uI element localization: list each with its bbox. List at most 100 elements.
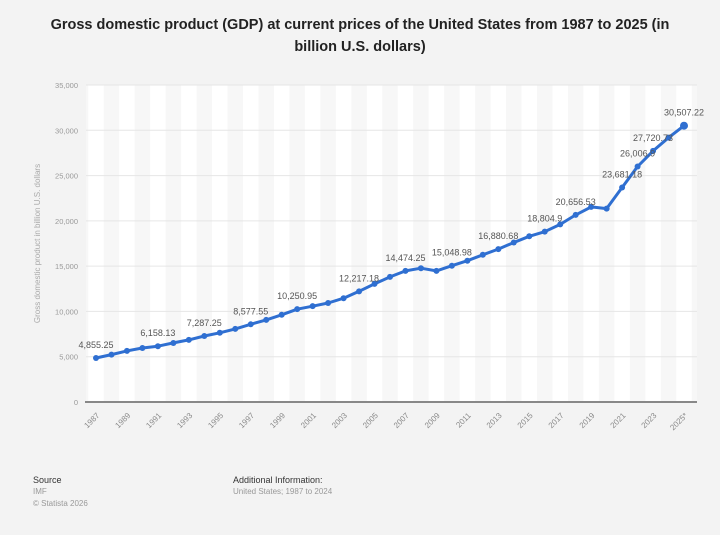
source-heading: Source [33, 475, 62, 485]
data-label: 20,656.53 [556, 197, 596, 207]
data-label: 30,507.22 [664, 108, 704, 118]
data-point [201, 332, 208, 339]
x-tick-label: 2015 [516, 411, 535, 430]
x-tick-label: 2017 [547, 411, 566, 430]
grid-band [88, 85, 104, 402]
data-point [93, 355, 99, 362]
grid-band [150, 85, 166, 402]
data-point [464, 257, 471, 264]
x-tick-label: 1989 [113, 411, 132, 430]
data-point [123, 347, 130, 354]
grid-band [397, 85, 414, 402]
grid-band [428, 85, 445, 402]
x-tick-label: 2007 [392, 411, 411, 430]
data-label: 10,250.95 [277, 291, 317, 301]
line-chart: 0 5,000 10,000 15,000 20,000 25,000 30,000 35,0… [33, 81, 704, 432]
data-point [526, 233, 533, 240]
x-tick-label: 1987 [82, 411, 101, 430]
data-point [294, 306, 301, 313]
data-point [510, 239, 517, 246]
x-tick-label: 2019 [578, 411, 597, 430]
data-point [371, 280, 378, 287]
x-tick-label: 1995 [206, 411, 225, 430]
data-point [557, 221, 564, 228]
grid-band [521, 85, 537, 402]
grid-band [676, 85, 692, 402]
data-point [170, 339, 177, 346]
data-point [680, 121, 688, 130]
data-point [232, 325, 239, 332]
x-tick-label: 2009 [423, 411, 442, 430]
data-label: 27,720.73 [633, 133, 673, 143]
y-tick-label: 15,000 [55, 262, 78, 271]
copyright: © Statista 2026 [33, 499, 88, 508]
x-tick-label: 2023 [640, 411, 659, 430]
data-point [340, 295, 347, 302]
x-tick-label: 2013 [485, 411, 504, 430]
grid-band [243, 85, 259, 402]
y-tick-label: 25,000 [55, 172, 78, 181]
data-label: 16,880.68 [478, 231, 518, 241]
grid-band [119, 85, 135, 402]
data-point [619, 184, 626, 191]
grid-band [614, 85, 630, 402]
grid-band [212, 85, 228, 402]
data-label: 23,681.18 [602, 170, 642, 180]
data-point [387, 273, 393, 280]
x-tick-label: 2003 [330, 411, 349, 430]
data-point [402, 267, 409, 274]
grid-band [645, 85, 661, 402]
grid-band [181, 85, 197, 402]
x-tick-label: 1999 [268, 411, 287, 430]
grid-band [490, 85, 507, 402]
additional-info-block: Additional Information: United States; 1… [233, 474, 332, 498]
data-label: 7,287.25 [187, 318, 222, 328]
grid-band [273, 85, 290, 402]
grid-band [335, 85, 352, 402]
data-point [665, 134, 672, 141]
grid-band [304, 85, 321, 402]
data-label: 12,217.18 [339, 273, 379, 283]
y-tick-label: 5,000 [59, 353, 78, 362]
data-point [325, 300, 332, 307]
x-tick-label: 1997 [237, 411, 256, 430]
x-tick-label: 2005 [361, 411, 380, 430]
y-tick-label: 35,000 [55, 81, 78, 90]
data-point [603, 205, 610, 212]
data-point [634, 163, 641, 170]
data-point [479, 251, 486, 258]
x-tick-label: 2025* [668, 411, 689, 432]
data-label: 26,006.9 [620, 148, 655, 158]
y-tick-label: 20,000 [55, 217, 78, 226]
data-point [108, 351, 115, 358]
data-label: 18,804.9 [527, 214, 562, 224]
data-point [448, 262, 455, 269]
data-label: 4,855.25 [78, 340, 113, 350]
data-point [309, 303, 316, 310]
data-label: 8,577.55 [233, 306, 268, 316]
plot-area [86, 85, 697, 402]
data-point [216, 329, 223, 336]
additional-info-heading: Additional Information: [233, 475, 323, 485]
y-tick-label: 0 [74, 398, 78, 407]
data-label: 14,474.25 [385, 253, 425, 263]
data-point [247, 321, 254, 328]
data-label: 15,048.98 [432, 248, 472, 258]
grid-band [552, 85, 568, 402]
x-tick-label: 1991 [144, 411, 163, 430]
data-point [356, 288, 363, 295]
data-point [588, 203, 595, 210]
grid-band [459, 85, 476, 402]
data-point [263, 316, 270, 323]
data-point [650, 147, 657, 154]
data-label: 6,158.13 [140, 328, 175, 338]
data-point [154, 343, 161, 350]
data-point [541, 228, 548, 235]
data-point [495, 246, 502, 253]
x-tick-label: 2021 [609, 411, 628, 430]
data-point [572, 211, 579, 218]
grid-band [366, 85, 383, 402]
y-tick-label: 30,000 [55, 126, 78, 135]
x-tick-label: 1993 [175, 411, 194, 430]
data-point [185, 336, 192, 343]
